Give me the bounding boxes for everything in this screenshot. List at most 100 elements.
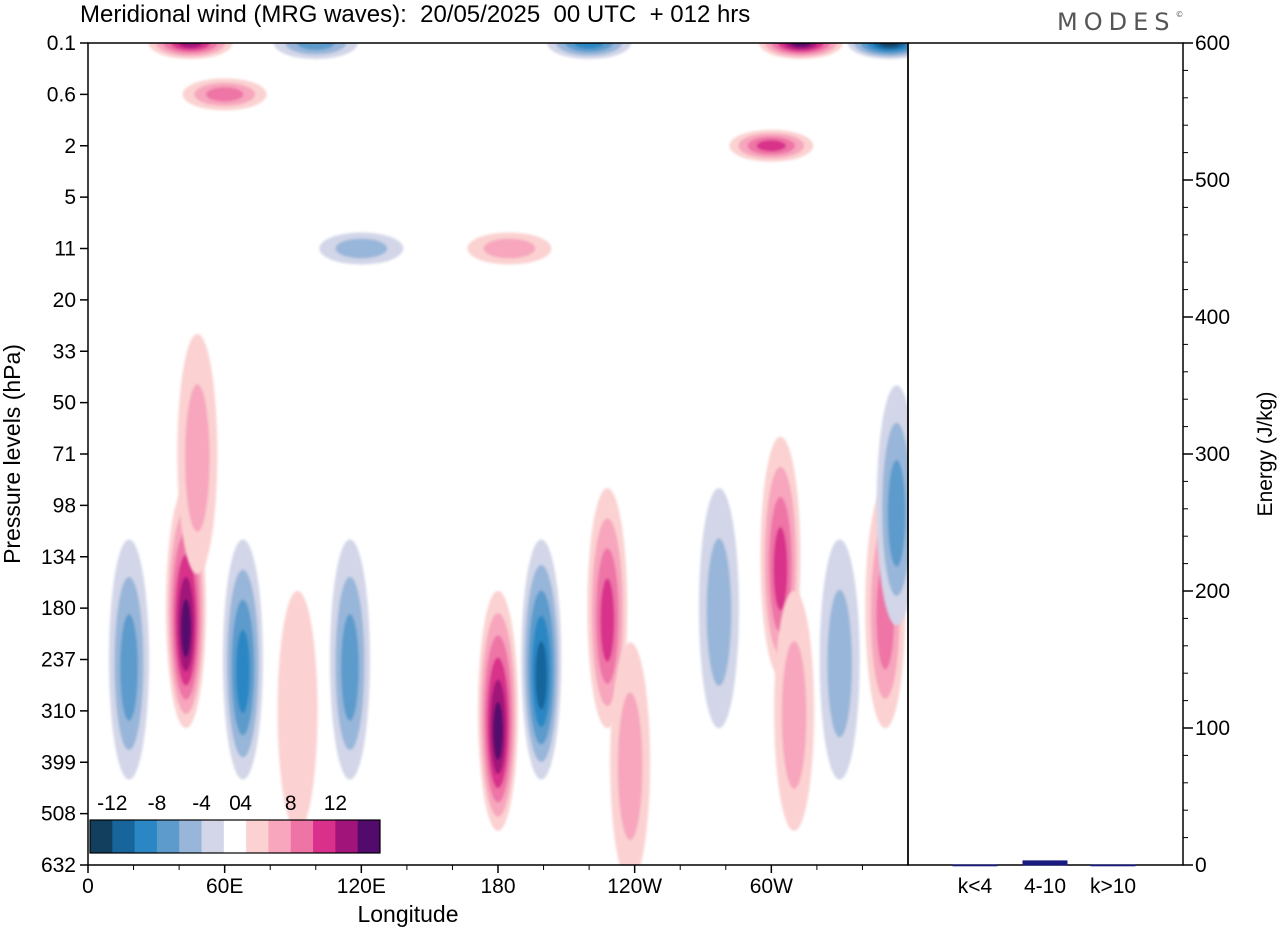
heatmap-contour (178, 43, 203, 48)
colorbar-frame (89, 819, 381, 854)
colorbar-swatch (357, 820, 381, 853)
energy-category-label: 4-10 (1024, 875, 1066, 898)
heatmap-contour (535, 641, 547, 710)
colorbar: -12 -8 -4 0 4 8 12 (89, 792, 381, 854)
heatmap-contour (297, 43, 335, 51)
colorbar-swatch (335, 820, 359, 853)
energy-tick-label: 600 (1195, 32, 1230, 55)
heatmap-cell (698, 488, 739, 729)
heatmap-cell (182, 78, 267, 111)
heatmap-cell (109, 539, 149, 780)
colorbar-swatch (290, 820, 314, 853)
colorbar-label: 4 (240, 792, 252, 815)
heatmap-contour (206, 87, 244, 102)
brand-logo: MODES© (1057, 8, 1183, 36)
heatmap-contour (756, 140, 786, 152)
colorbar-swatch (134, 820, 158, 853)
colorbar-swatch (112, 820, 136, 853)
axes: 0 60E 120E 180 120W 60W Longitude 0.1 0.6 2 5 11 20 3… (0, 32, 909, 927)
y-tick-label: 50 (53, 392, 76, 415)
energy-bar (1090, 864, 1136, 867)
heatmap-contour (706, 538, 732, 686)
colorbar-swatch (90, 820, 113, 853)
colorbar-swatch (268, 820, 292, 853)
y-tick-label: 5 (64, 186, 76, 209)
y-tick-label: 20 (53, 289, 76, 312)
colorbar-label: 0 (229, 792, 241, 815)
y-tick-label: 180 (41, 597, 76, 620)
energy-frame (907, 42, 1184, 866)
energy-tick-label: 400 (1195, 306, 1230, 329)
heatmap-contour (574, 43, 604, 49)
x-axis-label: Longitude (357, 901, 458, 927)
heatmap-contour (335, 238, 388, 259)
heatmap-field (109, 43, 908, 865)
energy-tick-label: 300 (1195, 443, 1230, 466)
heatmap-contour (235, 629, 250, 714)
heatmap-cell (177, 334, 218, 574)
heatmap-cell (521, 539, 562, 780)
heatmap-contour (341, 614, 359, 721)
heatmap-contour (781, 641, 807, 789)
heatmap-cell (587, 488, 628, 729)
heatmap-contour (493, 701, 503, 760)
energy-category-label: k<4 (958, 875, 993, 898)
x-tick-label: 180 (480, 875, 515, 898)
heatmap-cell (876, 385, 908, 626)
heatmap-cell (729, 129, 814, 162)
brand-mark: © (1175, 10, 1184, 19)
energy-tick-label: 100 (1195, 717, 1230, 740)
heatmap-cell (329, 539, 370, 780)
colorbar-label: -8 (148, 792, 167, 815)
heatmap-cell (273, 43, 358, 59)
x-tick-label: 60E (206, 875, 243, 898)
y-tick-label: 310 (41, 700, 76, 723)
heatmap-cell (148, 43, 233, 59)
energy-tick-label: 200 (1195, 580, 1230, 603)
x-tick-label: 60W (750, 875, 793, 898)
heatmap-contour (617, 692, 643, 841)
y-axis-label: Pressure levels (hPa) (0, 344, 25, 564)
colorbar-swatch (179, 820, 203, 853)
heatmap-contour (790, 43, 812, 47)
y-tick-label: 2 (64, 135, 76, 158)
y-tick-label: 237 (41, 649, 76, 672)
colorbar-swatch (156, 820, 180, 853)
chart-title: Meridional wind (MRG waves): 20/05/2025 … (80, 1, 751, 28)
heatmap-cell (774, 590, 815, 831)
y-tick-label: 399 (41, 751, 76, 774)
heatmap-contour (277, 590, 318, 831)
heatmap-cell (478, 590, 518, 831)
heatmap-cell (222, 539, 263, 780)
heatmap-cell (847, 43, 908, 59)
colorbar-label: 8 (285, 792, 297, 815)
heatmap-cell (819, 539, 860, 780)
colorbar-label: 12 (324, 792, 347, 815)
heatmap-contour (120, 614, 138, 721)
heatmap-cell (547, 43, 632, 59)
y-tick-label: 33 (53, 340, 76, 363)
heatmap-cell (467, 232, 552, 265)
colorbar-swatch (246, 820, 269, 853)
y-tick-label: 632 (41, 854, 76, 877)
brand-name: MODES (1057, 8, 1176, 36)
y-tick-label: 11 (54, 238, 76, 261)
energy-tick-label: 0 (1195, 854, 1207, 877)
colorbar-swatch (223, 820, 247, 853)
x-tick-label: 120E (337, 875, 386, 898)
colorbar-label: -12 (97, 792, 127, 815)
heatmap-contour (879, 43, 900, 47)
energy-category-label: k>10 (1090, 875, 1136, 898)
energy-bar (952, 864, 998, 867)
x-tick-label: 120W (607, 875, 662, 898)
energy-tick-label: 500 (1195, 169, 1230, 192)
heatmap-contour (827, 589, 852, 738)
heatmap-contour (483, 238, 536, 259)
y-tick-label: 98 (53, 494, 76, 517)
energy-panel: 0 100 200 300 400 500 600 Energy (J/kg) k<4 4-10 k… (907, 32, 1277, 898)
heatmap-contour (887, 460, 906, 567)
colorbar-swatch (313, 820, 336, 853)
y-tick-label: 0.6 (47, 83, 76, 106)
heatmap-cell (277, 590, 318, 831)
